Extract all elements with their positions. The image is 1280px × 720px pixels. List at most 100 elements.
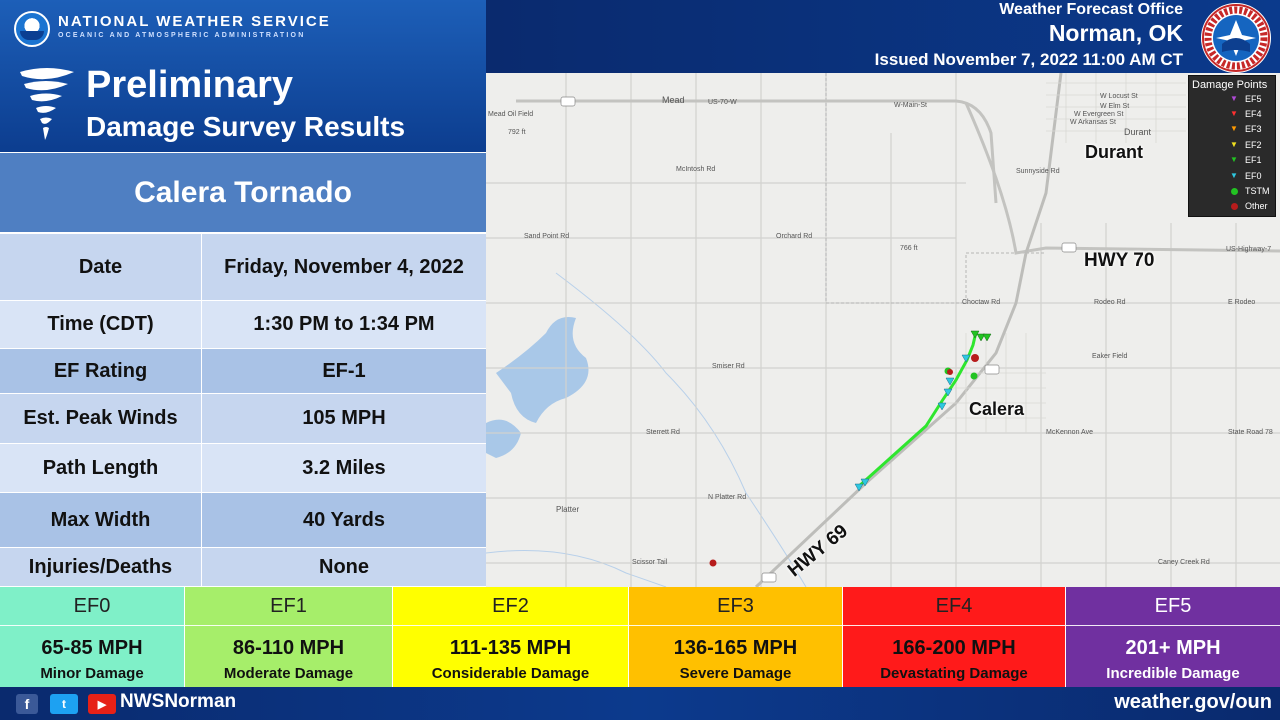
ef-scale-ef1: EF1 86-110 MPH Moderate Damage (185, 587, 393, 687)
map-label-sterrett: Sterrett Rd (646, 429, 680, 436)
us70-west (516, 99, 998, 204)
ef0-point (854, 483, 864, 492)
issued-time: Issued November 7, 2022 11:00 AM CT (874, 50, 1183, 69)
map-label-meadoil: Mead Oil Field (488, 111, 534, 118)
damage-points-legend: Damage Points ▼ EF5 ▼ EF4 ▼ EF3 ▼ EF2 ▼ … (1188, 75, 1276, 217)
ef-scale-ef5: EF5 201+ MPH Incredible Damage (1066, 587, 1280, 687)
ef-scale-ef4: EF4 166-200 MPH Devastating Damage (843, 587, 1066, 687)
map-label-caneycreek: Caney Creek Rd (1158, 559, 1210, 566)
info-value: None (319, 555, 369, 578)
calera-streets (946, 333, 1046, 433)
storm-info-table: Date Friday, November 4, 2022 Time (CDT)… (0, 234, 486, 587)
info-row-ef-rating: EF Rating EF-1 (0, 349, 486, 394)
map-label-rodeo: Rodeo Rd (1094, 299, 1126, 306)
map-label-orchard: Orchard Rd (776, 233, 813, 240)
info-label: Path Length (0, 444, 202, 492)
info-value: EF-1 (322, 359, 366, 382)
ef-speed: 166-200 MPH (892, 637, 1016, 659)
map-label-elm: W Elm St (1100, 103, 1130, 110)
footer-bar: f t ▶ NWSNorman weather.gov/oun (0, 687, 1280, 720)
other-point (709, 559, 717, 567)
legend-item-ef4: ▼ EF4 (1189, 106, 1275, 121)
map-label-choctaw: Choctaw Rd (962, 299, 1001, 306)
info-label: Time (CDT) (0, 301, 202, 348)
city-label-calera: Calera (969, 399, 1025, 419)
ef1-point (982, 333, 992, 342)
header-office-panel: Weather Forecast Office Norman, OK Issue… (486, 0, 1280, 73)
route-shield (761, 572, 777, 583)
map-label-arkansas: W Arkansas St (1070, 119, 1116, 126)
ef-rating: EF4 (843, 587, 1065, 626)
ef-speed: 111-135 MPH (449, 637, 572, 659)
ef-scale-bar: EF0 65-85 MPH Minor Damage EF1 86-110 MP… (0, 587, 1280, 687)
triangle-icon: ▼ (1230, 155, 1238, 165)
map-label-staterd: State Road 78 (1228, 429, 1273, 436)
highway-label-70: HWY 70 (1084, 250, 1155, 271)
office-location: Norman, OK (1048, 20, 1183, 46)
ef-description: Severe Damage (679, 665, 792, 682)
legend-label: TSTM (1245, 186, 1270, 197)
legend-label: Other (1245, 201, 1268, 212)
map-label-scissortail: Scissor Tail (632, 559, 668, 566)
storm-title-bar: Calera Tornado (0, 152, 486, 234)
legend-item-ef3: ▼ EF3 (1189, 122, 1275, 137)
triangle-icon: ▼ (1230, 124, 1238, 134)
us70-east (964, 102, 1280, 255)
legend-item-ef2: ▼ EF2 (1189, 137, 1275, 152)
map-label-ushwy7: US-Highway-7 (1226, 246, 1272, 253)
legend-label: EF0 (1245, 170, 1262, 181)
creek (486, 550, 667, 587)
triangle-icon: ▼ (1230, 139, 1238, 149)
agency-name: NATIONAL WEATHER SERVICE (58, 13, 331, 30)
ef-scale-ef3: EF3 136-165 MPH Severe Damage (629, 587, 843, 687)
twitter-icon[interactable]: t (50, 694, 78, 714)
ef-scale-ef2: EF2 111-135 MPH Considerable Damage (393, 587, 629, 687)
header-title-panel: NATIONAL WEATHER SERVICE OCEANIC AND ATM… (0, 0, 486, 152)
tornado-icon (20, 68, 74, 140)
tstm-point (970, 372, 978, 380)
route-shield (1061, 242, 1077, 253)
map-label-eaker: Eaker Field (1092, 353, 1128, 360)
ef-description: Devastating Damage (880, 665, 1028, 682)
tornado-path (856, 331, 978, 489)
legend-item-tstm: TSTM (1189, 183, 1275, 198)
info-row-path-length: Path Length 3.2 Miles (0, 444, 486, 493)
info-label: Est. Peak Winds (0, 394, 202, 443)
durant-streets (1046, 73, 1186, 143)
ef-rating: EF0 (0, 587, 184, 626)
info-row-max-width: Max Width 40 Yards (0, 493, 486, 548)
lake (496, 317, 589, 423)
lake (486, 419, 521, 458)
legend-title: Damage Points (1192, 79, 1268, 91)
website-link[interactable]: weather.gov/oun (1114, 691, 1272, 713)
ef-description: Considerable Damage (431, 665, 590, 682)
info-value: 40 Yards (303, 508, 385, 531)
ef-description: Minor Damage (40, 665, 144, 682)
legend-item-ef5: ▼ EF5 (1189, 91, 1275, 106)
map-label-mead: Mead (662, 95, 685, 105)
info-label: Date (0, 234, 202, 300)
triangle-icon: ▼ (1230, 93, 1238, 103)
info-label: Injuries/Deaths (0, 548, 202, 586)
legend-item-ef1: ▼ EF1 (1189, 153, 1275, 168)
ef-rating: EF1 (185, 587, 392, 626)
info-label: EF Rating (0, 349, 202, 393)
ef0-point (961, 354, 971, 363)
local-roads (486, 73, 1280, 587)
map-label-792ft: 792 ft (508, 129, 526, 136)
creek (555, 272, 807, 587)
youtube-icon[interactable]: ▶ (88, 694, 116, 714)
damage-map[interactable]: Mead US-70-W W-Main-St Mead Oil Field 79… (486, 73, 1280, 587)
legend-label: EF5 (1245, 93, 1262, 104)
ef0-point (943, 388, 953, 397)
ef-rating: EF5 (1066, 587, 1280, 626)
map-label-sunnyside: Sunnyside Rd (1016, 168, 1060, 175)
facebook-icon[interactable]: f (16, 694, 38, 714)
ef0-point (945, 377, 955, 386)
map-label-platter: Platter (556, 505, 580, 514)
social-handle[interactable]: NWSNorman (120, 691, 237, 712)
legend-label: EF4 (1245, 109, 1262, 120)
map-base (486, 73, 1280, 587)
nws-seal-icon (1201, 3, 1271, 73)
city-label-durant: Durant (1085, 142, 1143, 162)
